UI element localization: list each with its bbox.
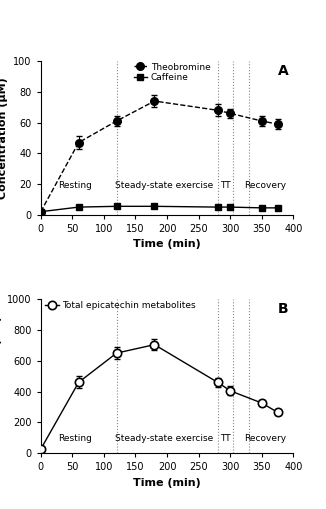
X-axis label: Time (min): Time (min) — [133, 239, 201, 249]
Legend: Total epicatechin metabolites: Total epicatechin metabolites — [45, 301, 196, 310]
Text: Recovery: Recovery — [244, 181, 286, 190]
Y-axis label: Concentration (nM): Concentration (nM) — [0, 316, 2, 437]
Text: Steady-state exercise: Steady-state exercise — [115, 181, 213, 190]
Text: Resting: Resting — [59, 181, 93, 190]
Text: TT: TT — [220, 434, 230, 443]
Text: A: A — [278, 64, 289, 78]
Text: Steady-state exercise: Steady-state exercise — [115, 434, 213, 443]
X-axis label: Time (min): Time (min) — [133, 477, 201, 488]
Legend: Theobromine, Caffeine: Theobromine, Caffeine — [134, 63, 211, 82]
Text: Resting: Resting — [59, 434, 93, 443]
Text: B: B — [278, 302, 289, 317]
Y-axis label: Concentration (μM): Concentration (μM) — [0, 77, 8, 199]
Text: Recovery: Recovery — [244, 434, 286, 443]
Text: TT: TT — [220, 181, 230, 190]
